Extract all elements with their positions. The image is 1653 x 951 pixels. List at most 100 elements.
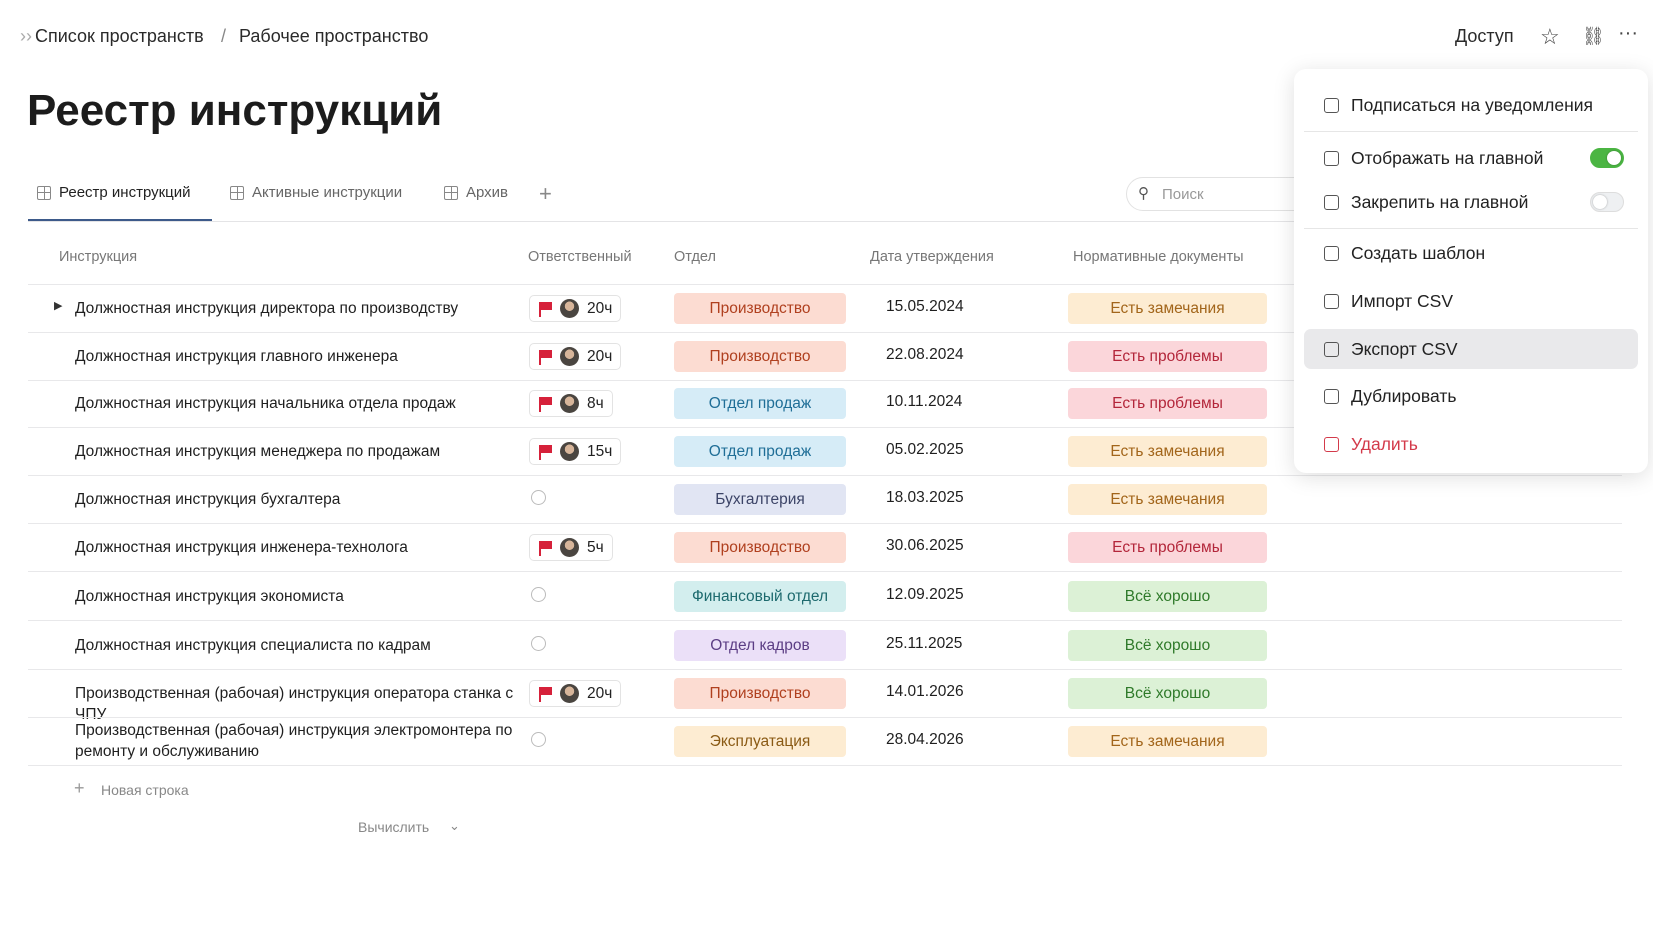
column-header[interactable]: Инструкция	[59, 249, 138, 265]
department-tag[interactable]: Производство	[674, 341, 846, 372]
department-tag[interactable]: Производство	[674, 532, 846, 563]
sidebar-toggle[interactable]: ››	[20, 26, 32, 46]
department-tag[interactable]: Производство	[674, 293, 846, 324]
docs-status-tag[interactable]: Есть проблемы	[1068, 532, 1267, 563]
assignee-chip[interactable]: 20ч	[529, 680, 622, 707]
instruction-name[interactable]: Должностная инструкция главного инженера	[75, 348, 398, 365]
docs-status-tag[interactable]: Есть проблемы	[1068, 388, 1267, 419]
column-header[interactable]: Нормативные документы	[1073, 249, 1244, 265]
assignee-placeholder[interactable]	[531, 587, 546, 602]
menu-icon	[1324, 341, 1339, 357]
row-separator	[28, 620, 1622, 621]
approval-date[interactable]: 12.09.2025	[886, 586, 964, 603]
approval-date[interactable]: 15.05.2024	[886, 298, 964, 315]
menu-item[interactable]: Отображать на главной	[1304, 138, 1638, 178]
breadcrumb-link[interactable]: Список пространств	[35, 26, 204, 46]
docs-status-tag[interactable]: Есть замечания	[1068, 293, 1267, 324]
breadcrumb-link[interactable]: Рабочее пространство	[239, 26, 429, 46]
instruction-name[interactable]: Должностная инструкция начальника отдела…	[75, 395, 456, 412]
expand-toggle[interactable]: ▶	[54, 300, 63, 312]
assignee-chip[interactable]: 20ч	[529, 295, 622, 322]
column-header[interactable]: Ответственный	[528, 249, 632, 265]
docs-status-tag[interactable]: Всё хорошо	[1068, 678, 1267, 709]
approval-date[interactable]: 30.06.2025	[886, 537, 964, 554]
menu-label: Дублировать	[1351, 385, 1457, 406]
approval-date[interactable]: 22.08.2024	[886, 346, 964, 363]
active-tab-underline	[28, 219, 212, 222]
assignee-chip[interactable]: 8ч	[529, 390, 613, 417]
row-separator	[28, 380, 1622, 381]
instruction-name[interactable]: Производственная (рабочая) инструкция эл…	[75, 722, 513, 760]
approval-date[interactable]: 05.02.2025	[886, 441, 964, 458]
new-row-plus[interactable]: +	[74, 778, 85, 798]
calculate-button[interactable]: Вычислить	[358, 819, 430, 835]
department-tag[interactable]: Производство	[674, 678, 846, 709]
more-button[interactable]: ···	[1618, 22, 1638, 44]
favorite-button[interactable]: ☆	[1540, 24, 1560, 49]
menu-label: Удалить	[1351, 433, 1418, 454]
menu-icon	[1324, 436, 1339, 452]
docs-status-tag[interactable]: Есть замечания	[1068, 484, 1267, 515]
menu-item[interactable]: Импорт CSV	[1304, 281, 1638, 321]
approval-date[interactable]: 10.11.2024	[886, 393, 963, 410]
department-tag[interactable]: Отдел продаж	[674, 436, 846, 467]
instruction-name[interactable]: Должностная инструкция директора по прои…	[75, 300, 459, 317]
menu-item[interactable]: Удалить	[1304, 424, 1638, 464]
toggle[interactable]	[1590, 148, 1624, 168]
menu-item[interactable]: Экспорт CSV	[1304, 329, 1638, 369]
department-tag[interactable]: Отдел кадров	[674, 630, 846, 661]
tab[interactable]: Реестр инструкций	[37, 184, 191, 201]
avatar	[560, 347, 579, 366]
menu-item[interactable]: Создать шаблон	[1304, 233, 1638, 273]
column-header[interactable]: Отдел	[674, 249, 716, 265]
instruction-name[interactable]: Должностная инструкция специалиста по ка…	[75, 637, 431, 654]
toggle[interactable]	[1590, 192, 1624, 212]
search-box[interactable]: ⚲ Поиск	[1126, 177, 1326, 211]
assignee-chip[interactable]: 15ч	[529, 438, 622, 465]
assignee-placeholder[interactable]	[531, 490, 546, 505]
department-tag[interactable]: Бухгалтерия	[674, 484, 846, 515]
instruction-name[interactable]: Должностная инструкция экономиста	[75, 588, 344, 605]
assignee-placeholder[interactable]	[531, 636, 546, 651]
menu-item[interactable]: Подписаться на уведомления	[1304, 85, 1638, 125]
docs-status-tag[interactable]: Есть замечания	[1068, 436, 1267, 467]
tab[interactable]: Активные инструкции	[230, 184, 402, 201]
department-tag[interactable]: Отдел продаж	[674, 388, 846, 419]
add-tab[interactable]: +	[539, 181, 552, 206]
tab-icon	[444, 185, 458, 200]
instruction-name[interactable]: Должностная инструкция инженера-технолог…	[75, 539, 408, 556]
calculate-chevron[interactable]: ⌄	[449, 818, 460, 833]
department-tag[interactable]: Эксплуатация	[674, 726, 846, 757]
row-separator	[28, 427, 1622, 428]
instruction-name[interactable]: Производственная (рабочая) инструкция оп…	[75, 685, 514, 723]
hours: 15ч	[587, 442, 613, 460]
link-button[interactable]: ⛓	[1582, 26, 1605, 46]
avatar	[560, 442, 579, 461]
assignee-placeholder[interactable]	[531, 732, 546, 747]
approval-date[interactable]: 28.04.2026	[886, 731, 964, 748]
docs-status-tag[interactable]: Всё хорошо	[1068, 630, 1267, 661]
column-header[interactable]: Дата утверждения	[870, 249, 994, 265]
department-tag[interactable]: Финансовый отдел	[674, 581, 846, 612]
assignee-chip[interactable]: 20ч	[529, 343, 622, 370]
hours: 20ч	[587, 347, 613, 365]
docs-status-tag[interactable]: Всё хорошо	[1068, 581, 1267, 612]
approval-date[interactable]: 25.11.2025	[886, 635, 963, 652]
approval-date[interactable]: 14.01.2026	[886, 683, 964, 700]
access-button[interactable]: Доступ	[1455, 26, 1514, 46]
row-separator	[28, 475, 1622, 476]
docs-status-tag[interactable]: Есть замечания	[1068, 726, 1267, 757]
docs-status-tag[interactable]: Есть проблемы	[1068, 341, 1267, 372]
instruction-name[interactable]: Должностная инструкция бухгалтера	[75, 491, 341, 508]
assignee-chip[interactable]: 5ч	[529, 534, 613, 561]
row-separator	[28, 571, 1622, 572]
tab[interactable]: Архив	[444, 184, 508, 201]
tab-label: Активные инструкции	[252, 184, 403, 201]
priority-flag	[538, 540, 552, 556]
new-row-button[interactable]: Новая строка	[101, 782, 189, 798]
approval-date[interactable]: 18.03.2025	[886, 489, 964, 506]
menu-item[interactable]: Закрепить на главной	[1304, 182, 1638, 222]
menu-item[interactable]: Дублировать	[1304, 376, 1638, 416]
instruction-name[interactable]: Должностная инструкция менеджера по прод…	[75, 443, 441, 460]
